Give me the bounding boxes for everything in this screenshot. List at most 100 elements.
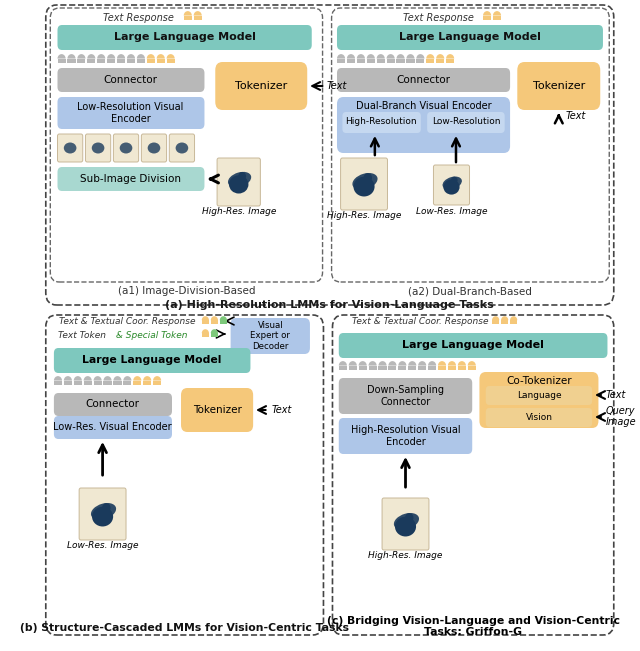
Wedge shape	[137, 54, 145, 59]
Circle shape	[451, 176, 458, 184]
Wedge shape	[417, 54, 424, 59]
Ellipse shape	[353, 176, 374, 197]
Wedge shape	[377, 54, 385, 59]
Bar	[97, 59, 106, 62]
FancyBboxPatch shape	[486, 408, 592, 427]
FancyBboxPatch shape	[217, 158, 260, 206]
Wedge shape	[418, 361, 426, 366]
Wedge shape	[438, 361, 446, 366]
Wedge shape	[501, 316, 508, 320]
Text: High-Res. Image: High-Res. Image	[202, 206, 276, 215]
Ellipse shape	[228, 172, 251, 187]
Wedge shape	[426, 54, 435, 59]
Wedge shape	[378, 361, 387, 366]
FancyBboxPatch shape	[382, 498, 429, 550]
Ellipse shape	[395, 517, 416, 536]
Wedge shape	[358, 361, 367, 366]
Text: (c) Bridging Vision-Language and Vision-Centric: (c) Bridging Vision-Language and Vision-…	[326, 616, 620, 626]
Text: Image: Image	[605, 417, 636, 427]
Text: Low-Resolution: Low-Resolution	[431, 117, 500, 126]
Text: Low-Res. Image: Low-Res. Image	[416, 206, 487, 215]
Ellipse shape	[444, 180, 460, 195]
Wedge shape	[406, 54, 415, 59]
Wedge shape	[369, 361, 377, 366]
Text: High-Resolution: High-Resolution	[346, 117, 417, 126]
Wedge shape	[143, 376, 151, 381]
Text: Tasks: Griffon-G: Tasks: Griffon-G	[424, 627, 522, 637]
Text: Text: Text	[566, 111, 586, 121]
FancyBboxPatch shape	[54, 348, 250, 373]
FancyBboxPatch shape	[54, 393, 172, 416]
Text: Tokenizer: Tokenizer	[532, 81, 585, 91]
Text: Query: Query	[605, 406, 635, 416]
Wedge shape	[54, 376, 62, 381]
Bar	[388, 366, 397, 370]
Bar	[378, 366, 387, 370]
Wedge shape	[64, 376, 72, 381]
Wedge shape	[388, 361, 397, 366]
Wedge shape	[458, 361, 466, 366]
Bar	[220, 320, 227, 324]
FancyBboxPatch shape	[339, 333, 607, 358]
Circle shape	[364, 173, 372, 182]
Wedge shape	[194, 11, 202, 16]
Text: Dual-Branch Visual Encoder: Dual-Branch Visual Encoder	[356, 101, 492, 111]
Text: Down-Sampling
Connector: Down-Sampling Connector	[367, 385, 444, 407]
FancyBboxPatch shape	[181, 388, 253, 432]
Wedge shape	[157, 54, 164, 59]
FancyBboxPatch shape	[58, 25, 312, 50]
Wedge shape	[446, 54, 454, 59]
Bar	[357, 59, 365, 62]
Wedge shape	[493, 11, 501, 16]
Text: Text: Text	[605, 390, 626, 400]
Bar	[202, 333, 209, 337]
Wedge shape	[104, 376, 111, 381]
Bar	[77, 59, 86, 62]
FancyBboxPatch shape	[337, 68, 510, 92]
FancyBboxPatch shape	[79, 488, 126, 540]
Bar	[397, 59, 404, 62]
Bar	[428, 366, 436, 370]
FancyBboxPatch shape	[58, 68, 204, 92]
FancyBboxPatch shape	[54, 416, 172, 439]
Text: Co-Tokenizer: Co-Tokenizer	[506, 376, 572, 386]
Bar	[448, 366, 456, 370]
Bar	[157, 59, 164, 62]
FancyBboxPatch shape	[230, 318, 310, 354]
Wedge shape	[492, 316, 499, 320]
Text: Text: Text	[271, 405, 292, 415]
Wedge shape	[483, 11, 491, 16]
Wedge shape	[337, 54, 345, 59]
FancyBboxPatch shape	[58, 134, 83, 162]
Wedge shape	[202, 329, 209, 333]
Wedge shape	[448, 361, 456, 366]
Text: Large Language Model: Large Language Model	[114, 32, 255, 42]
FancyBboxPatch shape	[517, 62, 600, 110]
Ellipse shape	[394, 513, 419, 530]
Wedge shape	[166, 54, 175, 59]
Text: Tokenizer: Tokenizer	[193, 405, 241, 415]
Circle shape	[238, 172, 246, 180]
Text: Large Language Model: Large Language Model	[402, 340, 544, 350]
Text: Text: Text	[327, 81, 348, 91]
Bar	[446, 59, 454, 62]
Wedge shape	[107, 54, 115, 59]
Bar	[458, 366, 466, 370]
FancyBboxPatch shape	[427, 112, 505, 133]
Text: (b) Structure-Cascaded LMMs for Vision-Centric Tasks: (b) Structure-Cascaded LMMs for Vision-C…	[20, 623, 349, 633]
Bar	[93, 381, 102, 385]
FancyBboxPatch shape	[86, 134, 111, 162]
Wedge shape	[398, 361, 406, 366]
Bar	[436, 59, 444, 62]
FancyBboxPatch shape	[342, 112, 421, 133]
Wedge shape	[211, 316, 218, 320]
Text: Sub-Image Division: Sub-Image Division	[80, 174, 181, 184]
Bar	[194, 16, 202, 20]
Text: Low-Res. Image: Low-Res. Image	[67, 542, 138, 551]
FancyBboxPatch shape	[215, 62, 307, 110]
Bar	[483, 16, 491, 20]
Bar	[147, 59, 155, 62]
Wedge shape	[58, 54, 66, 59]
Bar	[417, 59, 424, 62]
Bar	[211, 320, 218, 324]
